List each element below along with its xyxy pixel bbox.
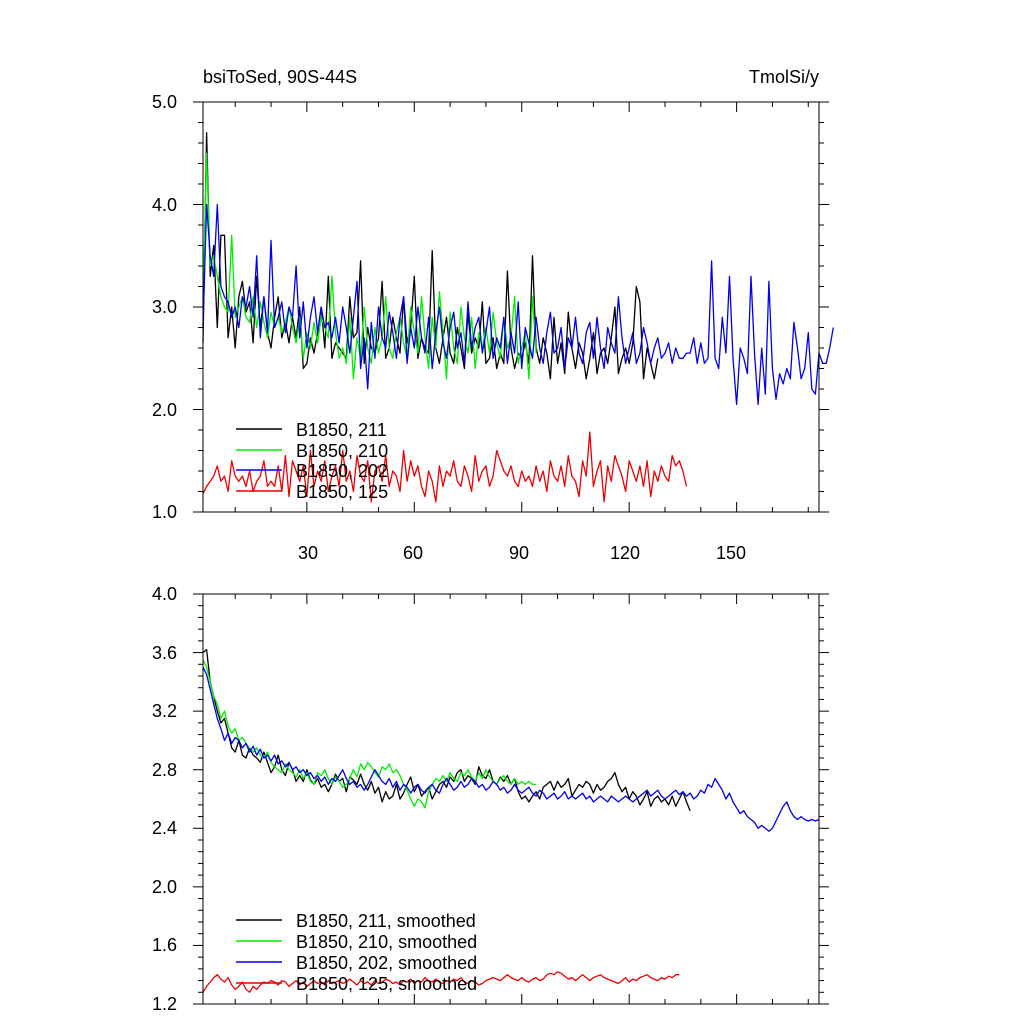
legend-label: B1850, 210: [296, 441, 388, 461]
top-series-line-1: [202, 132, 659, 380]
bottom-series-lines: [202, 648, 820, 993]
legend-label: B1850, 202, smoothed: [296, 953, 477, 973]
legend-label: B1850, 202: [296, 461, 388, 481]
bottom-series-line-4: [202, 971, 680, 993]
bottom-y-tick-label: 1.6: [152, 935, 177, 955]
bottom-y-tick-label: 3.6: [152, 643, 177, 663]
top-x-tick-label: 60: [403, 543, 423, 563]
top-x-tick-label: 120: [610, 543, 640, 563]
top-legend: B1850, 211 B1850, 210 B1850, 202 B1850, …: [236, 420, 388, 502]
top-series-lines: [202, 132, 834, 503]
top-y-tick-label: 2.0: [152, 400, 177, 420]
bottom-y-tick-label: 2.8: [152, 760, 177, 780]
bottom-y-tick-label: 3.2: [152, 701, 177, 721]
top-y-tick-label: 4.0: [152, 195, 177, 215]
top-y-tick-label: 3.0: [152, 297, 177, 317]
legend-label: B1850, 125, smoothed: [296, 974, 477, 994]
legend-label: B1850, 211, smoothed: [296, 911, 476, 931]
bottom-series-line-1: [202, 648, 691, 811]
legend-label: B1850, 211: [296, 420, 387, 440]
top-panel: bsiToSed, 90S-44S TmolSi/y 1.0 2.0 3.0 4…: [152, 67, 834, 563]
top-chart-units: TmolSi/y: [749, 67, 819, 87]
bottom-y-tick-label: 1.2: [152, 994, 177, 1014]
top-x-tick-label: 150: [716, 543, 746, 563]
legend-label: B1850, 125: [296, 482, 388, 502]
bottom-y-tick-label: 2.0: [152, 877, 177, 897]
top-series-line-4: [202, 431, 688, 503]
legend-label: B1850, 210, smoothed: [296, 932, 477, 952]
top-x-tick-label: 30: [298, 543, 318, 563]
bottom-y-tick-label: 4.0: [152, 584, 177, 604]
top-tick-marks: [193, 101, 829, 513]
bottom-series-line-3: [202, 666, 820, 832]
bottom-plot-frame: [202, 593, 820, 1005]
top-x-tick-label: 90: [509, 543, 529, 563]
bottom-panel: 1.2 1.6 2.0 2.4 2.8 3.2 3.6 4.0 B1850, 2…: [152, 584, 829, 1014]
top-y-tick-label: 1.0: [152, 502, 177, 522]
top-chart-title: bsiToSed, 90S-44S: [203, 67, 357, 87]
bottom-y-tick-label: 2.4: [152, 818, 177, 838]
bottom-legend: B1850, 211, smoothed B1850, 210, smoothe…: [236, 911, 477, 994]
top-series-line-3: [202, 203, 834, 406]
top-y-tick-label: 5.0: [152, 92, 177, 112]
bottom-tick-marks: [193, 593, 829, 1005]
